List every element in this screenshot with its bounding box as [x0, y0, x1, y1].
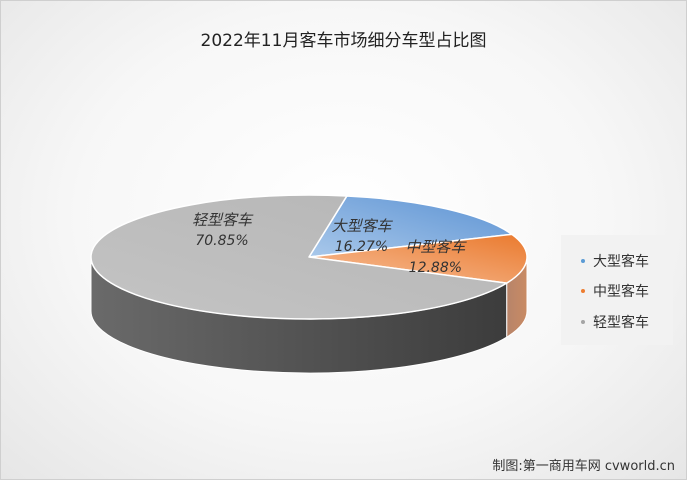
legend-label: 大型客车: [593, 254, 649, 270]
legend-item: 大型客车: [581, 251, 649, 271]
slice-label: 大型客车: [331, 217, 393, 235]
slice-label: 中型客车: [405, 238, 467, 256]
chart-credit: 制图:第一商用车网 cvworld.cn: [492, 459, 675, 474]
chart-title: 2022年11月客车市场细分车型占比图: [200, 31, 487, 51]
slice-label: 轻型客车: [192, 211, 254, 229]
legend-marker: [581, 320, 585, 324]
legend-marker: [581, 259, 585, 263]
chart-legend: 大型客车 中型客车 轻型客车: [561, 235, 673, 345]
slice-value-label: 12.88%: [409, 260, 462, 276]
slice-value-label: 70.85%: [195, 233, 248, 249]
legend-item: 轻型客车: [581, 312, 649, 332]
legend-label: 中型客车: [593, 284, 649, 300]
slice-value-label: 16.27%: [335, 239, 388, 255]
pie-slice: [308, 233, 528, 284]
pie-slice: [308, 195, 513, 258]
legend-marker: [581, 289, 585, 293]
pie-slice: [90, 194, 508, 320]
legend-item: 中型客车: [581, 281, 649, 301]
legend-label: 轻型客车: [593, 315, 649, 331]
